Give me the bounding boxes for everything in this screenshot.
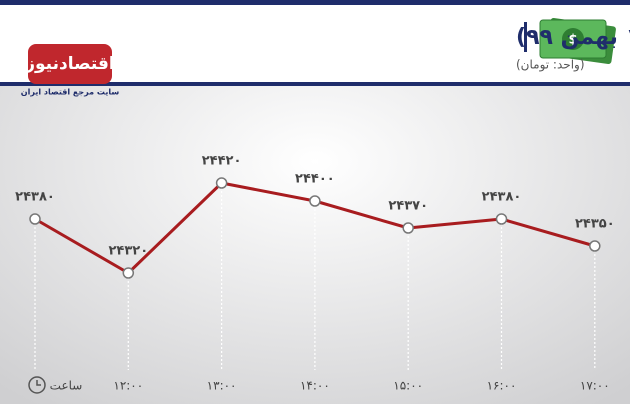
chart-subtitle: (واحد: تومان)	[516, 58, 585, 73]
value-label: ۲۴۳۵۰	[575, 217, 615, 232]
x-tick-label: ۱۶:۰۰	[487, 379, 517, 393]
x-axis-label: ساعت	[50, 379, 83, 393]
value-label: ۲۴۴۲۰	[202, 154, 242, 169]
logo: اقتصادنیوز سایت مرجع اقتصاد ایران	[21, 44, 120, 97]
x-tick-label: ۱۴:۰۰	[300, 379, 330, 393]
svg-text:$: $	[568, 33, 577, 48]
point	[495, 213, 508, 225]
title-bar	[524, 22, 527, 52]
point	[589, 240, 601, 252]
logo-tagline: سایت مرجع اقتصاد ایران	[21, 88, 120, 97]
value-label: ۲۴۴۰۰	[295, 172, 335, 187]
x-tick-label: ۱۲:۰۰	[113, 379, 143, 393]
clock-icon	[28, 376, 46, 394]
money-icon: $	[539, 17, 616, 65]
point	[122, 267, 135, 279]
top-strip	[0, 0, 630, 5]
logo-text: اقتصادنیوز	[24, 54, 115, 74]
point	[309, 195, 321, 207]
chart-title: روند بهای دلار (سه‌شنبه ۱۴ بهمن ۹۹)	[516, 25, 630, 50]
point	[215, 177, 228, 189]
value-label: ۲۴۳۷۰	[388, 199, 428, 214]
x-tick-label: ۱۳:۰۰	[207, 379, 237, 393]
value-label: ۲۴۳۸۰	[482, 190, 522, 205]
x-tick-label: ۱۷:۰۰	[580, 379, 610, 393]
value-label: ۲۴۳۸۰	[15, 190, 55, 205]
x-tick-label: ۱۵:۰۰	[393, 379, 423, 393]
value-label: ۲۴۳۲۰	[108, 244, 148, 259]
point	[29, 213, 41, 225]
header-rule	[0, 82, 630, 86]
point	[402, 222, 414, 234]
